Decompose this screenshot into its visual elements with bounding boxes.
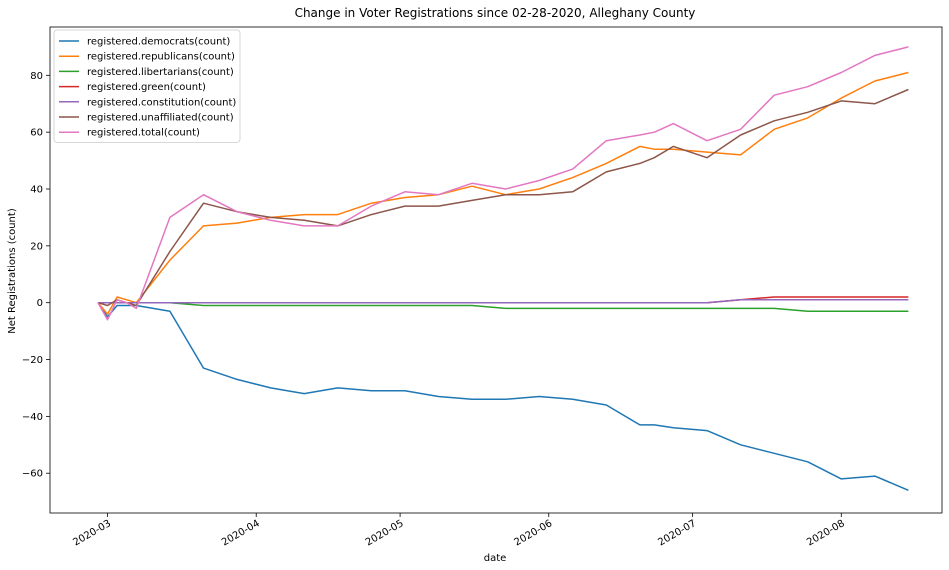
plot-area [97, 46, 909, 491]
legend-entry: registered.democrats(count) [87, 37, 230, 48]
y-tick-label: 60 [30, 128, 43, 139]
y-tick-label: 20 [30, 241, 43, 252]
y-tick-label: 80 [30, 71, 43, 82]
y-axis-label: Net Registrations (count) [7, 208, 18, 334]
y-tick-label: −40 [22, 412, 43, 423]
series-line-registered-democrats-count [97, 302, 909, 491]
legend: registered.democrats(count) registered.re… [53, 29, 241, 143]
legend-entry: registered.constitution(count) [87, 97, 236, 108]
legend-entry: registered.total(count) [87, 128, 200, 139]
series-line-registered-constitution-count [98, 299, 909, 304]
legend-entry: registered.green(count) [87, 82, 206, 93]
series-line-registered-total-count [97, 46, 909, 321]
y-axis: −60 −40 −20 0 20 40 60 80 [22, 71, 50, 480]
series-line-registered-republicans-count [97, 71, 909, 315]
legend-box [53, 29, 241, 143]
y-tick-label: −60 [22, 469, 43, 480]
y-tick-label: 0 [37, 298, 43, 309]
x-axis-label: date [484, 553, 507, 564]
chart-title: Change in Voter Registrations since 02-2… [295, 6, 696, 20]
series-line-registered-unaffiliated-count [97, 88, 909, 307]
legend-entry: registered.libertarians(count) [87, 67, 234, 78]
legend-entry: registered.unaffiliated(count) [87, 113, 234, 124]
y-tick-label: 40 [30, 185, 43, 196]
legend-entry: registered.republicans(count) [87, 52, 235, 63]
plot-frame [49, 26, 943, 514]
y-tick-label: −20 [22, 355, 43, 366]
